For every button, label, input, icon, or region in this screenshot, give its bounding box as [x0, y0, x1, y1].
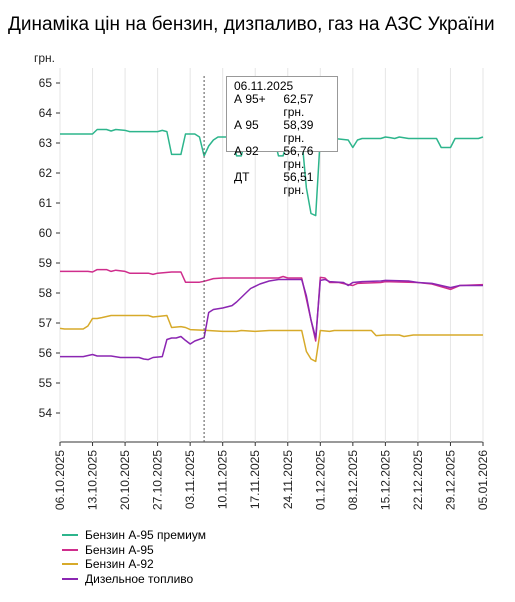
tooltip-date: 06.11.2025 [234, 79, 294, 93]
x-axis: 06.10.2025 13.10.2025 20.10.2025 27.10.2025… [53, 442, 490, 510]
legend-label: Бензин А-92 [85, 557, 154, 572]
x-tick-label: 27.10.2025 [151, 450, 165, 510]
x-tick-label: 24.11.2025 [281, 450, 295, 509]
series-line-3 [60, 278, 483, 361]
y-tick-label: 54 [39, 406, 53, 420]
tooltip-row-name: ДТ [234, 170, 250, 184]
legend-label: Бензин А-95 премиум [85, 528, 206, 543]
tooltip-row-name: А 92 [234, 144, 259, 158]
y-tick-label: 56 [39, 346, 53, 360]
legend-item-diesel[interactable]: Дизельное топливо [62, 572, 206, 587]
tooltip-row: А 95+ 62,57 грн. [234, 93, 337, 119]
x-tick-label: 05.01.2026 [476, 450, 490, 510]
tooltip-row: ДТ 56,51 грн. [234, 171, 337, 197]
y-tick-label: 55 [39, 376, 53, 390]
hover-tooltip: 06.11.2025 А 95+ 62,57 грн. А 95 58,39 г… [226, 76, 338, 197]
tooltip-row-value: 56,51 грн. [283, 170, 314, 197]
y-tick-label: 59 [39, 256, 53, 270]
legend-item-a95[interactable]: Бензин А-95 [62, 543, 206, 558]
tooltip-row-value: 56,76 грн. [283, 144, 314, 171]
x-tick-label: 01.12.2025 [313, 450, 327, 510]
series-line-2 [59, 314, 483, 363]
legend-item-a92[interactable]: Бензин А-92 [62, 557, 206, 572]
chart-title: Динаміка цін на бензин, дизпаливо, газ н… [8, 14, 495, 35]
legend-item-a95-premium[interactable]: Бензин А-95 премиум [62, 528, 206, 543]
legend-swatch [62, 534, 78, 537]
legend-swatch [62, 577, 78, 580]
chart-legend: Бензин А-95 премиум Бензин А-95 Бензин А… [62, 528, 206, 586]
y-tick-label: 57 [39, 316, 53, 330]
x-tick-label: 06.10.2025 [53, 450, 67, 510]
tooltip-row: А 95 58,39 грн. [234, 119, 337, 145]
x-tick-label: 17.11.2025 [248, 450, 262, 509]
x-tick-label: 22.12.2025 [411, 450, 425, 510]
legend-swatch [62, 548, 78, 551]
y-axis-unit: грн. [34, 51, 55, 65]
y-tick-label: 58 [39, 286, 53, 300]
tooltip-row-name: А 95 [234, 118, 259, 132]
x-tick-label: 29.12.2025 [443, 450, 457, 510]
x-tick-label: 20.10.2025 [118, 450, 132, 510]
tooltip-row-name: А 95+ [234, 92, 266, 106]
x-tick-label: 15.12.2025 [378, 450, 392, 510]
x-tick-label: 13.10.2025 [86, 450, 100, 510]
series-line-1 [60, 268, 484, 342]
y-tick-label: 61 [39, 196, 53, 210]
chart-grid [59, 68, 484, 443]
x-tick-label: 03.11.2025 [183, 450, 197, 509]
tooltip-row-value: 58,39 грн. [283, 118, 314, 145]
y-axis: грн. 54 55 56 57 58 59 60 61 62 63 64 65 [34, 51, 60, 420]
legend-label: Дизельное топливо [85, 571, 194, 586]
y-tick-label: 63 [39, 136, 53, 150]
y-tick-label: 65 [39, 76, 53, 90]
y-tick-label: 64 [39, 106, 53, 120]
legend-label: Бензин А-95 [85, 542, 154, 557]
x-tick-label: 08.12.2025 [346, 450, 360, 510]
y-tick-label: 62 [39, 166, 53, 180]
y-tick-label: 60 [39, 226, 53, 240]
tooltip-row-value: 62,57 грн. [283, 92, 314, 119]
tooltip-row: А 92 56,76 грн. [234, 145, 337, 171]
x-tick-label: 10.11.2025 [216, 450, 230, 509]
legend-swatch [62, 563, 78, 566]
